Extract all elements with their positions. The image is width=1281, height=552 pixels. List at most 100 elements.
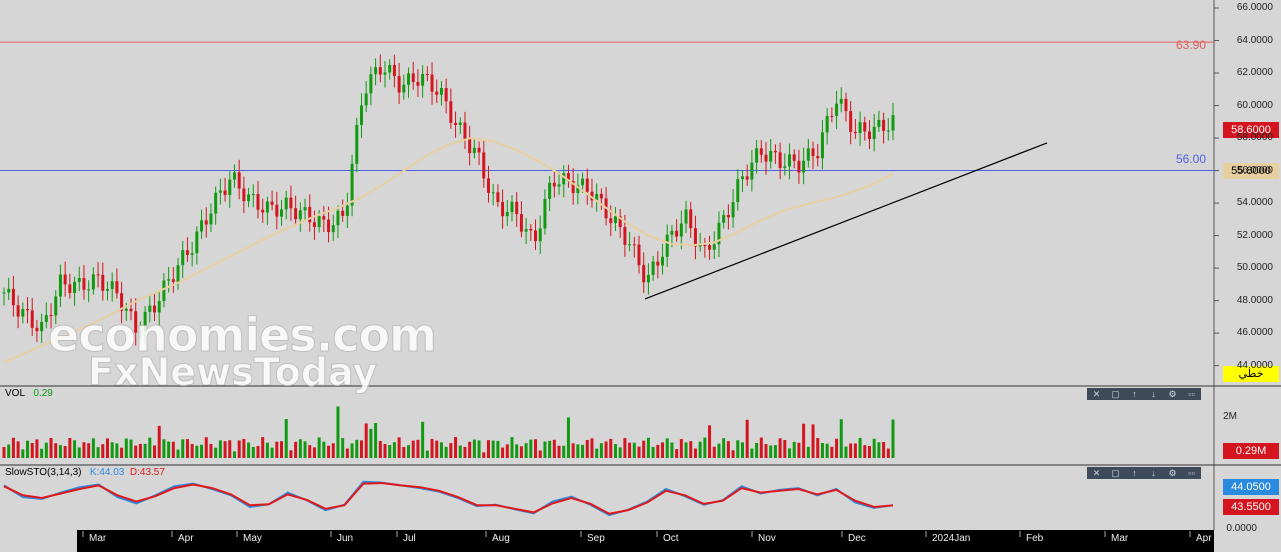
- candle-body: [712, 244, 716, 250]
- ma-price-tag: 55.8000: [1223, 163, 1279, 179]
- candle-body: [214, 192, 218, 214]
- candle-body: [740, 176, 744, 180]
- volume-last-tag: 0.29M: [1223, 443, 1279, 459]
- move-up-icon[interactable]: ↑: [1132, 468, 1137, 478]
- candle-body: [35, 327, 39, 332]
- candle-body: [209, 213, 213, 225]
- candle-body: [566, 173, 570, 181]
- volume-bar: [204, 437, 208, 458]
- volume-bar: [769, 445, 773, 458]
- volume-bar: [49, 437, 53, 458]
- candle-body: [425, 73, 429, 75]
- candle-body: [228, 179, 232, 195]
- candle-body: [656, 261, 660, 266]
- candle-body: [303, 207, 307, 211]
- more-icon[interactable]: ▫▫: [1188, 468, 1195, 478]
- maximize-icon[interactable]: ▢: [1111, 468, 1120, 478]
- volume-bar: [185, 439, 189, 458]
- candle-body: [430, 74, 434, 92]
- volume-bar: [105, 438, 109, 458]
- candle-body: [275, 204, 279, 217]
- volume-bar: [91, 438, 95, 458]
- volume-bar: [444, 446, 448, 458]
- volume-bar: [298, 439, 302, 458]
- volume-bar: [745, 419, 749, 458]
- stoch-title: SlowSTO(3,14,3) K:44.03 D:43.57: [5, 467, 165, 478]
- volume-bar: [595, 448, 599, 458]
- move-up-icon[interactable]: ↑: [1132, 389, 1137, 399]
- move-down-icon[interactable]: ↓: [1151, 389, 1156, 399]
- candle-body: [491, 192, 495, 194]
- settings-icon[interactable]: ⚙: [1168, 468, 1177, 478]
- month-label: Apr: [1196, 533, 1212, 544]
- volume-bar: [11, 437, 15, 458]
- volume-bar: [63, 445, 67, 458]
- candle-body: [454, 122, 458, 125]
- volume-bar: [736, 440, 740, 458]
- volume-bar: [359, 440, 363, 458]
- candle-body: [411, 73, 415, 83]
- volume-bar: [886, 448, 890, 458]
- month-label: May: [243, 533, 262, 544]
- candle-body: [764, 154, 768, 162]
- price-tick-label: 60.0000: [1236, 99, 1273, 111]
- volume-bar: [863, 445, 867, 458]
- volume-bar: [303, 441, 307, 458]
- candle-body: [251, 194, 255, 196]
- settings-icon[interactable]: ⚙: [1168, 389, 1177, 399]
- volume-bar: [275, 441, 279, 458]
- volume-bar: [378, 440, 382, 458]
- month-label: Feb: [1026, 533, 1044, 544]
- volume-bar: [581, 444, 585, 458]
- scale-mode-button[interactable]: خطي: [1223, 366, 1279, 382]
- price-tick-label: 52.0000: [1236, 229, 1273, 241]
- candle-body: [515, 201, 519, 215]
- candle-body: [486, 178, 490, 193]
- maximize-icon[interactable]: ▢: [1111, 389, 1120, 399]
- volume-bar: [628, 442, 632, 458]
- volume-bar: [623, 438, 627, 458]
- candle-body: [844, 98, 848, 112]
- volume-bar: [656, 444, 660, 458]
- candle-body: [44, 315, 48, 323]
- trendline: [644, 142, 1048, 300]
- volume-bar: [590, 438, 594, 458]
- volume-bar: [7, 444, 11, 458]
- candle-body: [543, 198, 547, 229]
- candle-body: [327, 219, 331, 233]
- candle-body: [124, 308, 128, 311]
- volume-bar: [519, 446, 523, 458]
- volume-bar: [181, 439, 185, 458]
- more-icon[interactable]: ▫▫: [1188, 389, 1195, 399]
- move-down-icon[interactable]: ↓: [1151, 468, 1156, 478]
- volume-bar: [609, 438, 613, 458]
- price-tick-label: 66.0000: [1236, 2, 1273, 13]
- candle-body: [308, 207, 312, 223]
- volume-bar: [853, 443, 857, 458]
- price-tick-label: 50.0000: [1236, 262, 1273, 274]
- candle-body: [167, 279, 171, 281]
- close-icon[interactable]: ✕: [1092, 389, 1101, 399]
- candle-body: [171, 279, 175, 282]
- volume-bar: [458, 445, 462, 458]
- candle-body: [679, 223, 683, 237]
- candle-body: [769, 150, 773, 162]
- volume-bar: [54, 443, 58, 458]
- candle-body: [185, 250, 189, 255]
- volume-bar: [148, 437, 152, 458]
- volume-bar: [562, 445, 566, 458]
- candle-body: [863, 122, 867, 132]
- candle-body: [190, 253, 194, 255]
- volume-bar: [543, 441, 547, 458]
- candle-body: [613, 216, 617, 224]
- candle-body: [421, 73, 425, 86]
- candle-body: [759, 148, 763, 155]
- volume-bar: [468, 441, 472, 458]
- candle-body: [529, 228, 533, 231]
- price-tick-label: 56.0000: [1236, 164, 1273, 176]
- volume-bar: [143, 443, 147, 458]
- volume-bar: [792, 441, 796, 458]
- close-icon[interactable]: ✕: [1092, 468, 1101, 478]
- volume-bar: [797, 442, 801, 458]
